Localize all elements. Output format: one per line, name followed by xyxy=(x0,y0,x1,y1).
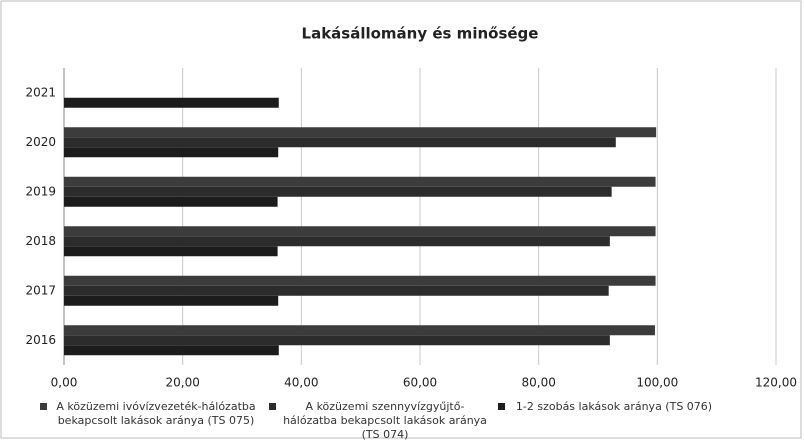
bar xyxy=(64,147,279,158)
y-tick-label: 2019 xyxy=(25,184,56,198)
bar xyxy=(64,127,657,138)
legend-label: 1-2 szobás lakások aránya (TS 076) xyxy=(515,400,713,413)
bar xyxy=(64,325,655,336)
legend-label: A közüzemi szennyvízgyűjtő-hálózatba bek… xyxy=(283,400,487,441)
x-tick-label: 0,00 xyxy=(51,376,78,390)
legend-item: A közüzemi szennyvízgyűjtő-hálózatba bek… xyxy=(269,400,490,442)
legend-swatch xyxy=(269,403,276,410)
legend: A közüzemi ivóvízvezeték-hálózatba bekap… xyxy=(40,400,800,442)
y-tick-label: 2017 xyxy=(25,283,56,297)
legend-swatch xyxy=(498,403,505,410)
bar xyxy=(64,236,610,247)
legend-item: A közüzemi ivóvízvezeték-hálózatba bekap… xyxy=(40,400,261,442)
bar xyxy=(64,226,656,237)
legend-swatch xyxy=(40,403,47,410)
bar xyxy=(64,246,278,257)
y-tick-label: 2016 xyxy=(25,333,56,347)
y-tick-label: 2018 xyxy=(25,234,56,248)
chart-title: Lakásállomány és minősége xyxy=(302,25,539,43)
y-tick-label: 2020 xyxy=(25,135,56,149)
legend-item: 1-2 szobás lakások aránya (TS 076) xyxy=(498,400,719,442)
x-tick-label: 60,00 xyxy=(403,376,437,390)
legend-label: A közüzemi ivóvízvezeték-hálózatba bekap… xyxy=(56,400,256,427)
bar xyxy=(64,97,279,108)
bar xyxy=(64,295,279,306)
bar xyxy=(64,285,609,296)
bar xyxy=(64,137,616,148)
bar xyxy=(64,345,279,356)
x-tick-label: 120,00 xyxy=(755,376,797,390)
x-tick-label: 100,00 xyxy=(636,376,678,390)
bar xyxy=(64,186,612,197)
bar xyxy=(64,335,610,346)
x-tick-label: 20,00 xyxy=(165,376,199,390)
y-tick-label: 2021 xyxy=(25,85,56,99)
bar xyxy=(64,275,656,286)
x-tick-label: 80,00 xyxy=(521,376,555,390)
x-tick-label: 40,00 xyxy=(284,376,318,390)
bar xyxy=(64,176,656,187)
bar xyxy=(64,196,278,207)
